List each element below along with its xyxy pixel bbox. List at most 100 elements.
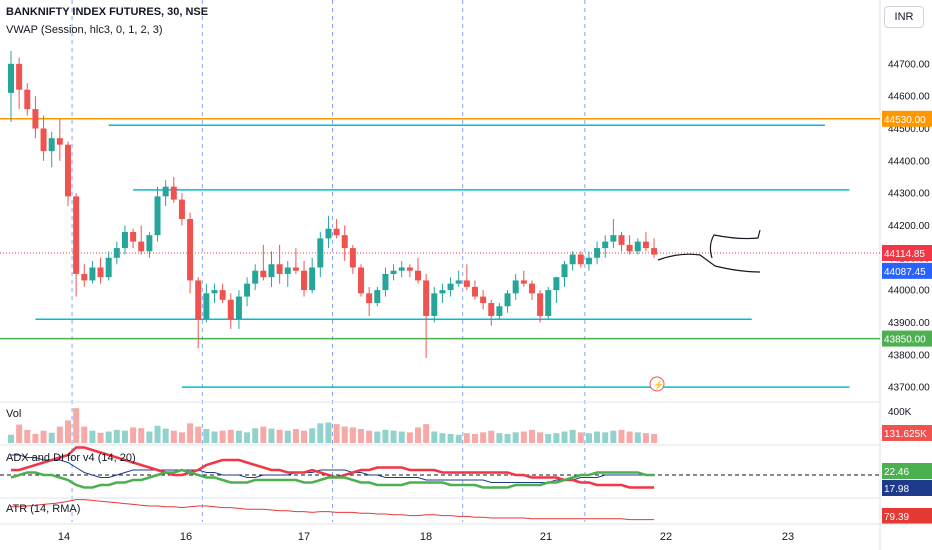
candle-body (211, 290, 218, 294)
candle-body (32, 109, 39, 129)
candle-body (178, 199, 185, 219)
y-tick-label: 44500.00 (888, 124, 930, 135)
candle-body (130, 231, 137, 242)
volume-bar (382, 429, 389, 443)
candle-body (227, 299, 234, 320)
candle-body (463, 280, 470, 287)
candle-body (642, 241, 649, 249)
candle-body (284, 267, 291, 274)
volume-bar (276, 429, 283, 443)
volume-bar (121, 430, 128, 443)
candle-body (170, 186, 177, 200)
volume-bar (488, 430, 495, 443)
vwap-label-bg (882, 262, 932, 279)
candle-body (528, 283, 535, 294)
candle-body (121, 231, 128, 249)
volume-bar (162, 428, 169, 443)
y-tick-label: 44300.00 (888, 189, 930, 200)
x-tick-label: 16 (180, 531, 192, 543)
volume-bar (97, 432, 104, 443)
volume-bar (585, 433, 592, 443)
candle-body (89, 267, 96, 281)
candle-body (577, 254, 584, 265)
candle-body (219, 290, 226, 300)
candle-body (97, 267, 104, 278)
candle-body (610, 235, 617, 242)
y-tick-label: 43700.00 (888, 383, 930, 394)
volume-bar (64, 420, 71, 443)
price-label-bg (882, 330, 932, 347)
candle-body (585, 257, 592, 265)
candle-body (512, 280, 519, 294)
volume-bar (309, 428, 316, 443)
volume-scale-tick: 400K (888, 407, 912, 418)
volume-last-label: 131.625K (884, 429, 927, 440)
volume-bar (545, 433, 552, 443)
volume-bar (146, 431, 153, 443)
volume-bar (235, 430, 242, 443)
candle-body (431, 293, 438, 316)
candle-body (235, 296, 242, 320)
volume-bar (471, 433, 478, 443)
lightning-icon-glyph: ⚡ (653, 379, 664, 391)
volume-bar (626, 431, 633, 443)
candle-body (244, 283, 251, 297)
candle-body (480, 296, 487, 304)
candle-body (618, 235, 625, 245)
x-tick-label: 22 (660, 531, 672, 543)
volume-bar (40, 430, 47, 443)
adx-value-green: 22.46 (884, 467, 909, 478)
candle-body (496, 306, 503, 316)
candle-body (651, 248, 658, 255)
volume-bar (317, 423, 324, 443)
candle-body (423, 280, 430, 316)
volume-bar (219, 430, 226, 443)
candle-body (374, 290, 381, 304)
volume-bar (48, 432, 55, 443)
y-tick-label: 43800.00 (888, 350, 930, 361)
currency-button[interactable]: INR (884, 6, 924, 28)
volume-bar (105, 431, 112, 443)
volume-bar (301, 430, 308, 443)
candle-body (203, 293, 210, 320)
volume-bar (32, 433, 39, 443)
candle-body (626, 244, 633, 252)
adx-value-navy: 17.98 (884, 484, 909, 495)
volume-bar (577, 432, 584, 443)
volume-bar (56, 426, 63, 443)
candle-body (64, 144, 71, 197)
volume-bar (594, 431, 601, 443)
candle-body (634, 241, 641, 252)
volume-bar (366, 430, 373, 443)
y-tick-label: 44200.00 (888, 221, 930, 232)
candle-body (325, 228, 332, 239)
drawing-scribble (657, 253, 761, 273)
candle-body (24, 89, 31, 110)
volume-bar (24, 429, 31, 443)
candle-body (366, 293, 373, 304)
adx-value-bg (882, 480, 932, 496)
lightning-icon (649, 376, 665, 392)
candle-body (537, 293, 544, 316)
volume-bar (73, 408, 80, 443)
candle-body (349, 248, 356, 268)
volume-bar (292, 429, 299, 443)
candle-body (553, 277, 560, 291)
candle-body (162, 186, 169, 197)
volume-last-bg (882, 425, 932, 441)
volume-bar (358, 429, 365, 443)
y-tick-label: 44600.00 (888, 92, 930, 103)
volume-bar (390, 430, 397, 443)
last-price-label: 44114.85 (884, 249, 925, 260)
volume-bar (8, 434, 14, 443)
price-label-text: 44530.00 (884, 115, 926, 126)
last-price-label-bg (882, 244, 932, 261)
volume-bar (423, 424, 430, 443)
candle-body (195, 280, 202, 320)
volume-bar (89, 430, 96, 443)
candle-body (602, 241, 609, 249)
candle-body (317, 238, 324, 268)
atr-value: 79.39 (884, 512, 909, 523)
volume-bar (610, 430, 617, 443)
